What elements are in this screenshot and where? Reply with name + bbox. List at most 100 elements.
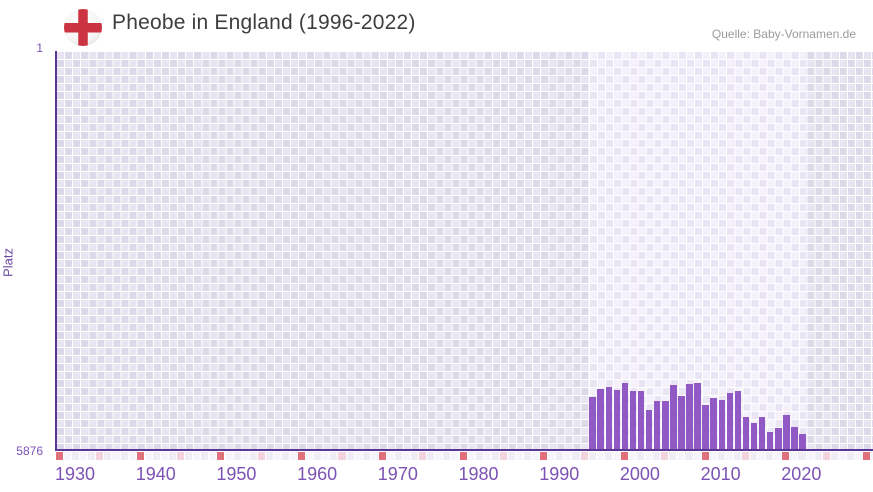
bar-2007[interactable] xyxy=(678,396,685,451)
bar-1998[interactable] xyxy=(605,387,613,451)
year-cell xyxy=(653,452,661,460)
bar-2020[interactable] xyxy=(783,414,790,451)
year-cell xyxy=(249,452,257,460)
year-cell xyxy=(661,452,669,460)
bar-2022[interactable] xyxy=(799,434,806,451)
year-cell xyxy=(572,452,580,460)
source-credit: Quelle: Baby-Vornamen.de xyxy=(711,27,856,41)
year-cell xyxy=(741,452,749,460)
year-cell xyxy=(830,452,838,460)
year-cell xyxy=(483,452,491,460)
decade-tick xyxy=(298,452,306,460)
bar-2019[interactable] xyxy=(775,428,782,451)
year-cell xyxy=(774,452,782,460)
decade-tick xyxy=(56,452,64,460)
year-cell xyxy=(532,452,540,460)
year-cell xyxy=(314,452,322,460)
year-cell xyxy=(604,452,612,460)
year-cell xyxy=(854,452,862,460)
year-cell xyxy=(80,452,88,460)
bar-2016[interactable] xyxy=(750,423,758,451)
y-tick-top: 1 xyxy=(36,41,43,55)
year-cell xyxy=(88,452,96,460)
x-tick-strip xyxy=(56,452,873,460)
bar-1997[interactable] xyxy=(597,389,604,451)
year-cell xyxy=(499,452,507,460)
year-cell xyxy=(419,452,427,460)
x-tick-label-2010: 2010 xyxy=(700,464,741,484)
year-cell xyxy=(144,452,152,460)
year-cell xyxy=(838,452,846,460)
bar-2015[interactable] xyxy=(742,416,750,451)
bar-2000[interactable] xyxy=(621,383,629,451)
decade-tick xyxy=(701,452,709,460)
year-cell xyxy=(112,452,120,460)
bar-2006[interactable] xyxy=(670,384,677,451)
decade-tick xyxy=(459,452,467,460)
plot-area xyxy=(56,51,873,451)
year-cell xyxy=(160,452,168,460)
decade-tick xyxy=(620,452,628,460)
year-cell xyxy=(346,452,354,460)
bar-2010[interactable] xyxy=(702,404,709,451)
year-cell xyxy=(709,452,717,460)
bar-2009[interactable] xyxy=(694,383,701,451)
year-cell xyxy=(281,452,290,460)
bar-2011[interactable] xyxy=(710,398,717,451)
bar-1996[interactable] xyxy=(589,396,596,451)
decade-tick xyxy=(136,452,144,460)
year-cell xyxy=(637,452,645,460)
year-cell xyxy=(96,452,104,460)
bar-2017[interactable] xyxy=(758,416,766,451)
year-cell xyxy=(693,452,701,460)
bar-2004[interactable] xyxy=(653,400,661,451)
decade-tick xyxy=(863,452,871,460)
decade-tick xyxy=(782,452,790,460)
year-cell xyxy=(427,452,435,460)
year-cell xyxy=(790,452,798,460)
year-cell xyxy=(354,452,362,460)
bar-2003[interactable] xyxy=(645,409,653,451)
bar-2021[interactable] xyxy=(791,426,798,451)
year-cell xyxy=(596,452,604,460)
x-tick-label-1930: 1930 xyxy=(56,464,96,484)
year-cell xyxy=(233,452,241,460)
bar-1999[interactable] xyxy=(613,390,621,451)
bar-2008[interactable] xyxy=(686,383,693,451)
year-cell xyxy=(580,452,588,460)
y-axis-line xyxy=(55,51,57,451)
year-cell xyxy=(685,452,693,460)
year-cell xyxy=(306,452,314,460)
x-axis-labels: 1930 1940 1950 1960 1970 1980 1990 2000 2010 2020 xyxy=(56,464,873,488)
year-cell xyxy=(370,452,378,460)
year-cell xyxy=(725,452,733,460)
year-cell xyxy=(822,452,830,460)
bar-2001[interactable] xyxy=(629,391,637,451)
bar-2014[interactable] xyxy=(734,391,742,451)
year-cell xyxy=(120,452,128,460)
year-cell xyxy=(435,452,443,460)
x-tick-label-1960: 1960 xyxy=(297,464,338,484)
x-axis-line xyxy=(55,449,873,451)
england-flag-icon xyxy=(64,9,102,46)
year-cell xyxy=(201,452,209,460)
bar-2018[interactable] xyxy=(766,431,774,451)
year-cell xyxy=(411,452,419,460)
bar-2013[interactable] xyxy=(726,392,734,451)
x-tick-label-1940: 1940 xyxy=(135,464,176,484)
year-cell xyxy=(152,452,160,460)
year-cell xyxy=(556,452,564,460)
year-cell xyxy=(588,452,596,460)
year-cell xyxy=(128,452,136,460)
year-cell xyxy=(451,452,459,460)
year-cell xyxy=(177,452,185,460)
x-tick-label-1980: 1980 xyxy=(458,464,499,484)
year-cell xyxy=(241,452,249,460)
year-cell xyxy=(386,452,394,460)
year-cell xyxy=(677,452,685,460)
year-cell xyxy=(515,452,524,460)
bar-2005[interactable] xyxy=(662,400,669,451)
bar-2002[interactable] xyxy=(637,391,645,451)
bar-2012[interactable] xyxy=(718,400,726,451)
